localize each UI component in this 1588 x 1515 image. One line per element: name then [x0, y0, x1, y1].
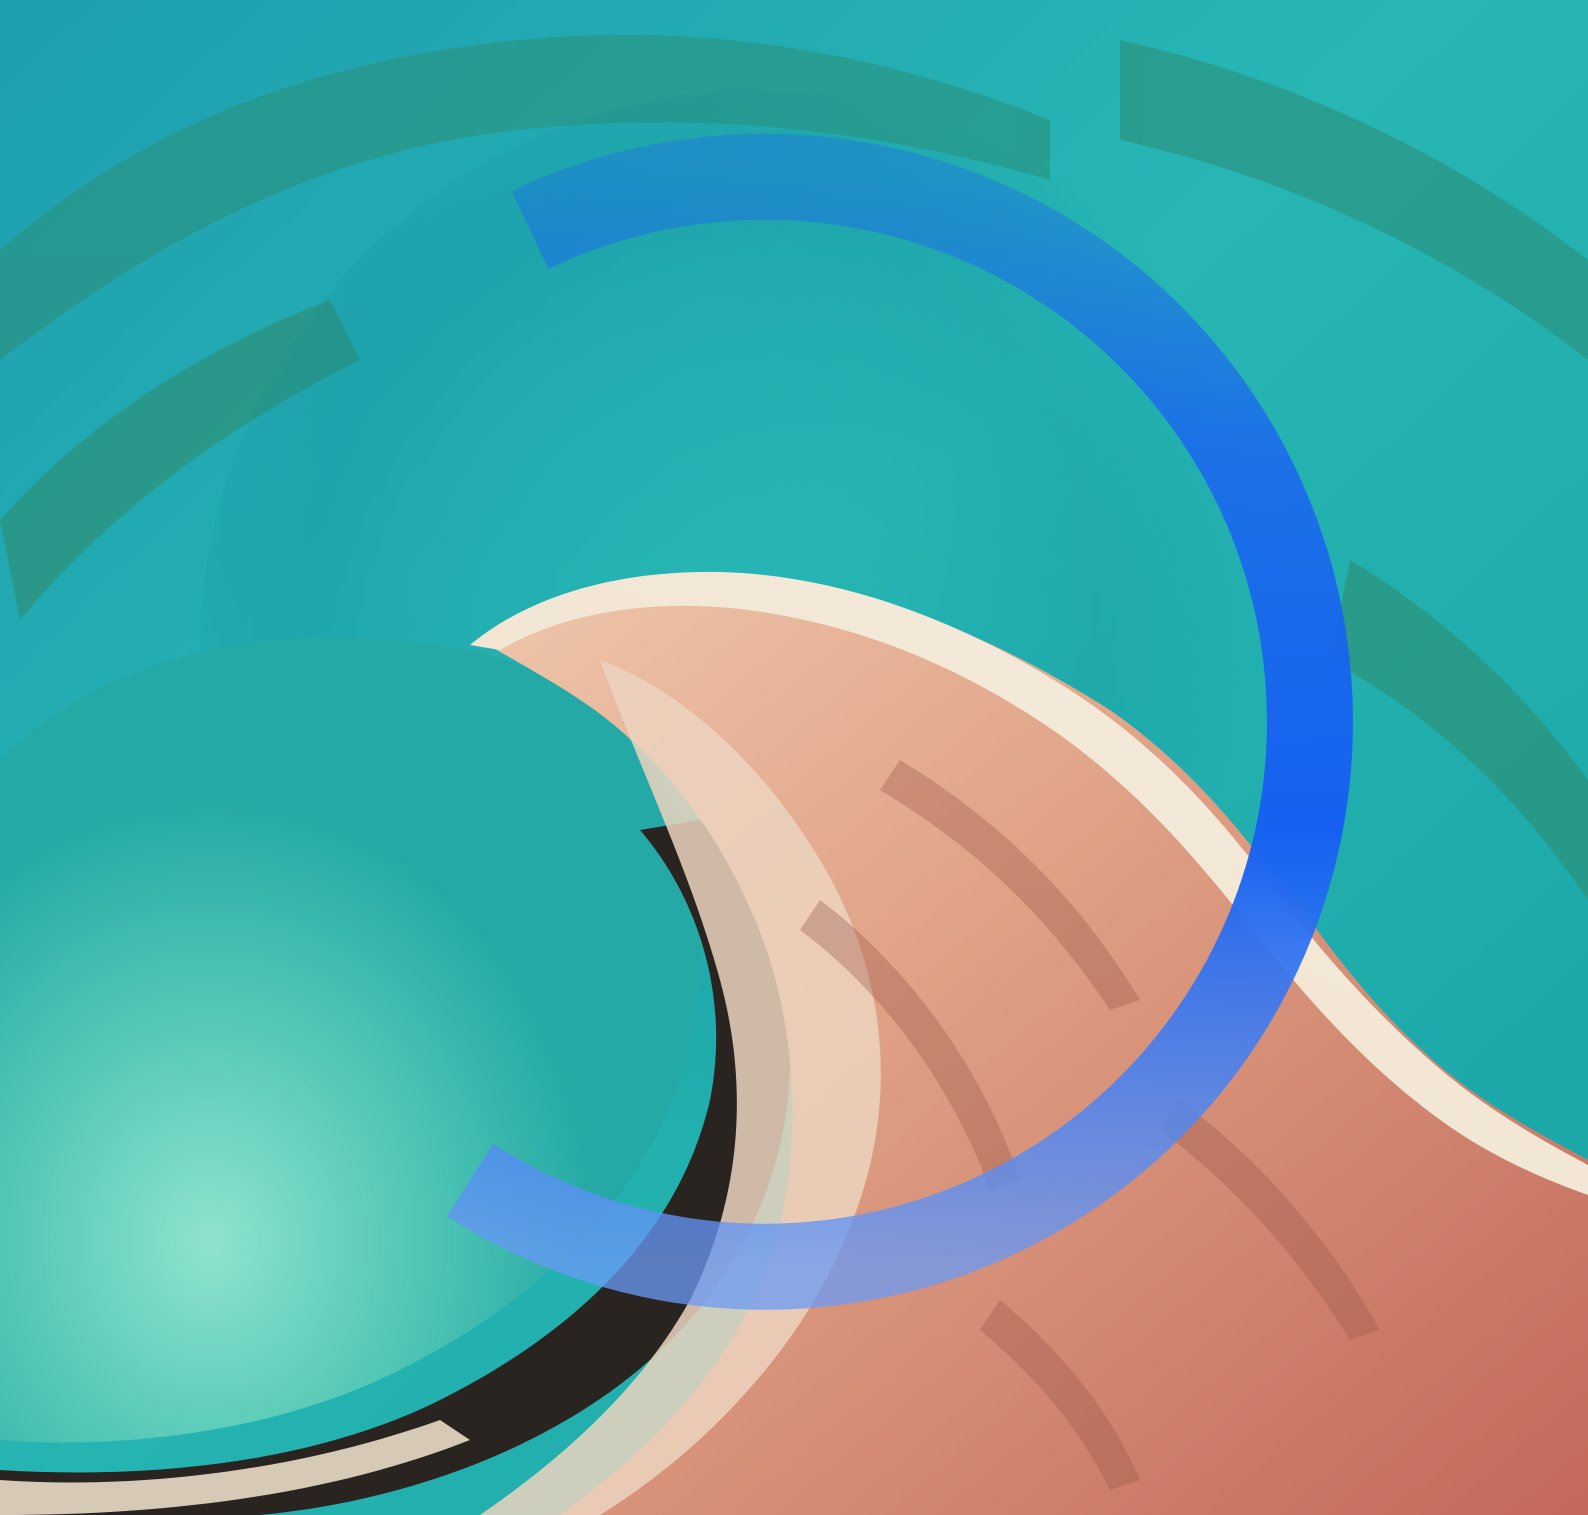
sand-spit [470, 571, 1588, 1195]
land-texture [800, 760, 1380, 1490]
ring-arc-icon [446, 133, 1353, 1310]
dark-shore [0, 820, 790, 1515]
lower-beach [0, 1420, 470, 1515]
